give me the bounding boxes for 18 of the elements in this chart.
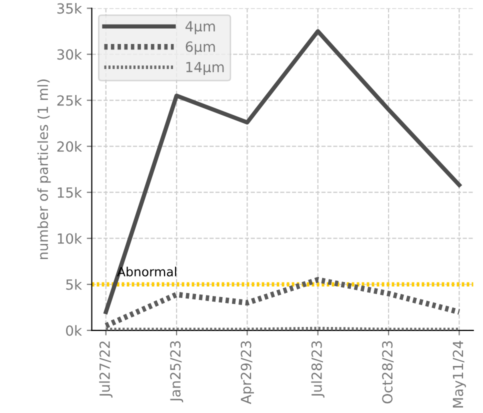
y-tick-label: 20k [57, 141, 82, 152]
legend-label: 14µm [186, 62, 224, 75]
legend-label: 6µm [186, 41, 215, 55]
y-tick-label: 35k [57, 2, 82, 14]
x-tick-label: Jan25/23 [170, 341, 184, 402]
y-tick-label: 15k [58, 187, 82, 198]
x-tick-label: May11/24 [452, 340, 466, 408]
x-tick-label: Oct28/23 [382, 341, 394, 404]
legend-label: 4µm [186, 21, 215, 34]
y-tick-label: 10k [58, 233, 82, 244]
y-tick-label: 30k [57, 49, 82, 60]
y-tick-label: 0k [66, 325, 82, 336]
y-axis-title: number of particles (1 ml) [37, 80, 51, 260]
y-tick-label: 25k [57, 95, 82, 106]
x-tick-label: Jul27/22 [99, 342, 113, 398]
x-tick-label: Apr29/23 [240, 341, 254, 404]
y-tick-label: 5k [66, 279, 82, 290]
x-tick-label: Jul28/23 [311, 341, 324, 398]
